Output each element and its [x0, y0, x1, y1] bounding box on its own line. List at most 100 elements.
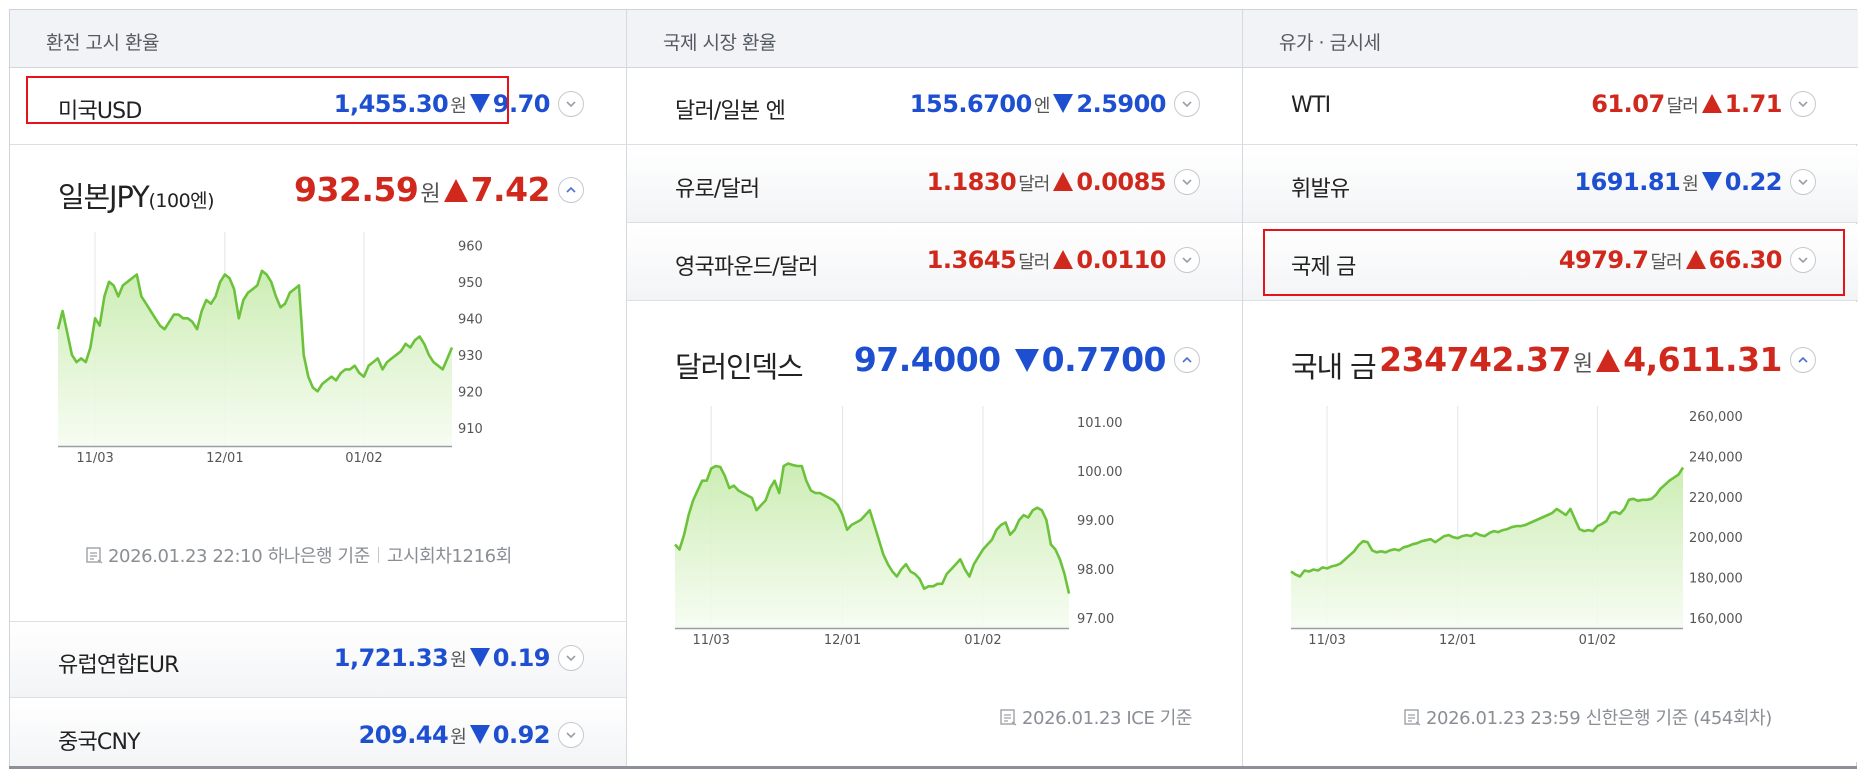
rate-unit: 원 — [450, 96, 467, 117]
rate-row-eur-usd[interactable]: 유로/달러 1.1830 달러 0.0085 — [627, 146, 1242, 223]
rate-change: 0.0085 — [1053, 168, 1166, 196]
arrow-down-icon — [1014, 349, 1039, 372]
rate-unit: 원 — [450, 727, 467, 748]
featured-change: 4,611.31 — [1596, 340, 1782, 379]
featured-price: 932.59 — [293, 170, 419, 209]
rate-name: 미국USD — [58, 99, 142, 124]
featured-domestic-gold: 국내 금 234742.37 원 4,611.31 260,000 240,000… — [1243, 302, 1858, 762]
source-date: 2026.01.23 22:10 하나은행 기준 — [108, 546, 370, 567]
column-oil-gold: 유가 · 금시세 WTI 61.07 달러 1.71 휘발유 1691.81 원… — [1242, 10, 1858, 766]
rate-quote: 1691.81 원 0.22 — [1574, 168, 1816, 196]
y-tick-label: 98.00 — [1077, 563, 1114, 578]
rate-change: 0.19 — [469, 644, 551, 672]
expand-toggle-button[interactable] — [558, 645, 584, 671]
rate-row-usd-jpy[interactable]: 달러/일본 엔 155.6700 엔 2.5900 — [627, 68, 1242, 145]
featured-quote: 932.59 원 7.42 — [294, 170, 584, 209]
collapse-toggle-button[interactable] — [558, 176, 584, 203]
featured-change-value: 7.42 — [470, 170, 551, 209]
chevron-down-icon — [566, 732, 576, 739]
expand-toggle-button[interactable] — [1790, 169, 1816, 195]
column-header: 유가 · 금시세 — [1243, 10, 1858, 68]
document-icon — [1000, 709, 1017, 726]
rate-change: 1.71 — [1701, 90, 1783, 118]
rate-unit: 달러 — [1018, 252, 1050, 273]
rate-name: 유럽연합EUR — [58, 653, 179, 678]
rate-row-cny[interactable]: 중국CNY 209.44 원 0.92 — [10, 699, 626, 766]
x-tick-label: 01/02 — [1579, 633, 1616, 648]
featured-price: 97.4000 — [853, 340, 1001, 379]
rate-change-value: 0.19 — [492, 644, 551, 672]
chevron-down-icon — [1798, 101, 1808, 108]
rate-name: 국제 금 — [1291, 255, 1356, 280]
y-tick-label: 960 — [458, 239, 483, 254]
featured-change-value: 4,611.31 — [1623, 340, 1782, 379]
document-icon — [1404, 709, 1421, 726]
source-date: 2026.01.23 23:59 신한은행 기준 (454회차) — [1426, 708, 1772, 729]
chevron-down-icon — [1182, 257, 1192, 264]
y-tick-label: 260,000 — [1689, 410, 1743, 425]
chevron-down-icon — [566, 101, 576, 108]
rate-row-wti[interactable]: WTI 61.07 달러 1.71 — [1243, 68, 1858, 145]
x-tick-label: 12/01 — [1439, 633, 1476, 648]
rate-quote: 155.6700 엔 2.5900 — [910, 90, 1200, 118]
source-date: 2026.01.23 ICE 기준 — [1022, 708, 1193, 729]
rate-unit: 엔 — [1033, 96, 1051, 117]
rate-change-value: 0.92 — [492, 721, 551, 749]
rate-row-gasoline[interactable]: 휘발유 1691.81 원 0.22 — [1243, 146, 1858, 223]
domestic-gold-line-chart: 260,000 240,000 220,000 200,000 180,000 160,0… — [1290, 406, 1743, 648]
arrow-up-icon — [1053, 172, 1074, 191]
notice-round: 고시회차1216회 — [386, 546, 512, 567]
series-area — [675, 463, 1069, 628]
featured-rate-jpy: 일본JPY(100엔) 932.59 원 7.42 960 950 940 930 92… — [10, 146, 626, 616]
featured-change: 0.7700 — [1014, 340, 1167, 379]
rate-row-usd[interactable]: 미국USD 1,455.30 원 9.70 — [10, 68, 626, 145]
featured-quote: 234742.37 원 4,611.31 — [1379, 340, 1816, 379]
rate-unit: 달러 — [1650, 252, 1682, 273]
y-tick-label: 220,000 — [1689, 491, 1743, 506]
y-tick-label: 97.00 — [1077, 612, 1114, 627]
y-tick-label: 930 — [458, 349, 483, 364]
rate-unit: 원 — [1682, 174, 1699, 195]
expand-toggle-button[interactable] — [1790, 91, 1816, 117]
rate-change-value: 2.5900 — [1076, 90, 1166, 118]
rate-row-intl-gold[interactable]: 국제 금 4979.7 달러 66.30 — [1243, 224, 1858, 301]
collapse-toggle-button[interactable] — [1790, 346, 1816, 373]
column-header-title: 유가 · 금시세 — [1279, 32, 1381, 54]
expand-toggle-button[interactable] — [1174, 91, 1200, 117]
source-note: 2026.01.23 23:59 신한은행 기준 (454회차) — [1403, 704, 1772, 730]
rate-row-gbp-usd[interactable]: 영국파운드/달러 1.3645 달러 0.0110 — [627, 224, 1242, 301]
column-exchange-notice: 환전 고시 환율 미국USD 1,455.30 원 9.70 일본JPY(100… — [10, 10, 626, 766]
x-tick-label: 11/03 — [76, 451, 113, 466]
chevron-down-icon — [1182, 179, 1192, 186]
series-line — [1290, 466, 1685, 578]
column-international-market: 국제 시장 환율 달러/일본 엔 155.6700 엔 2.5900 유로/달러… — [626, 10, 1242, 766]
x-tick-label: 01/02 — [964, 633, 1001, 648]
featured-change-value: 0.7700 — [1041, 340, 1167, 379]
expand-toggle-button[interactable] — [558, 91, 584, 117]
expand-toggle-button[interactable] — [1174, 169, 1200, 195]
x-tick-label: 12/01 — [824, 633, 861, 648]
x-tick-label: 12/01 — [206, 451, 243, 466]
rate-change: 9.70 — [469, 90, 551, 118]
expand-toggle-button[interactable] — [558, 722, 584, 748]
chevron-up-icon — [1798, 356, 1808, 363]
y-tick-label: 240,000 — [1689, 450, 1743, 465]
rate-price: 1.3645 — [926, 246, 1017, 274]
rate-name: 달러/일본 엔 — [675, 99, 786, 124]
y-tick-label: 160,000 — [1689, 612, 1743, 627]
rate-price: 155.6700 — [909, 90, 1033, 118]
rate-name: 영국파운드/달러 — [675, 255, 819, 280]
expand-toggle-button[interactable] — [1790, 247, 1816, 273]
y-tick-label: 99.00 — [1077, 514, 1114, 529]
rate-change-value: 1.71 — [1724, 90, 1783, 118]
chevron-down-icon — [1798, 179, 1808, 186]
featured-title: 국내 금 — [1291, 350, 1377, 384]
y-tick-label: 180,000 — [1689, 572, 1743, 587]
expand-toggle-button[interactable] — [1174, 247, 1200, 273]
rate-name: 휘발유 — [1291, 177, 1350, 202]
collapse-toggle-button[interactable] — [1174, 346, 1200, 373]
rate-row-eur[interactable]: 유럽연합EUR 1,721.33 원 0.19 — [10, 621, 626, 698]
column-header-title: 환전 고시 환율 — [46, 32, 159, 54]
arrow-up-icon — [1701, 94, 1722, 113]
dollar-index-line-chart: 101.00 100.00 99.00 98.00 97.00 11/03 12/01 01/… — [674, 406, 1123, 648]
